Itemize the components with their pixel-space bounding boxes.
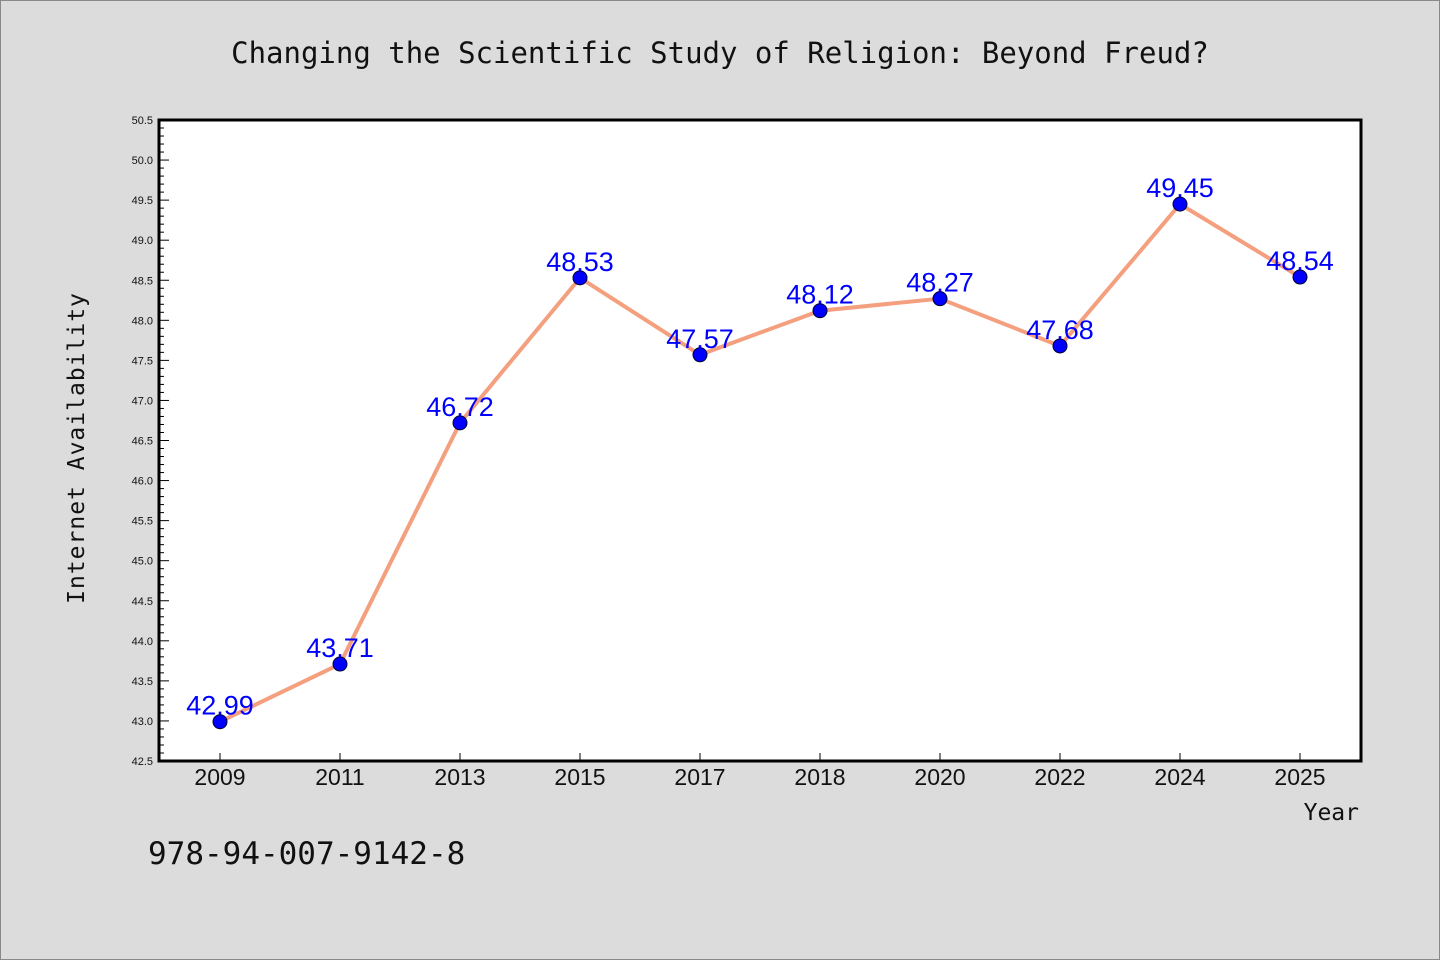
data-label: 48.53 — [546, 247, 614, 277]
y-tick-label: 50.0 — [132, 155, 153, 167]
y-tick-label: 48.5 — [132, 275, 153, 287]
y-tick-label: 47.5 — [132, 355, 153, 367]
y-tick-label: 49.5 — [132, 195, 153, 207]
x-tick-label: 2025 — [1274, 764, 1325, 790]
data-label: 46.72 — [426, 392, 494, 422]
y-tick-label: 46.0 — [132, 476, 153, 488]
data-point — [572, 270, 588, 286]
x-tick-label: 2024 — [1154, 764, 1205, 790]
y-tick-label: 43.5 — [132, 676, 153, 688]
x-axis-label: Year — [1304, 800, 1359, 826]
series-line — [219, 202, 1302, 724]
y-tick-label: 48.0 — [132, 315, 153, 327]
data-label: 48.27 — [906, 268, 974, 298]
data-point — [1172, 196, 1188, 212]
data-point — [212, 714, 228, 730]
data-point — [812, 303, 828, 319]
data-point — [332, 656, 348, 672]
x-tick-label: 2022 — [1034, 764, 1085, 790]
data-label: 49.45 — [1146, 173, 1214, 203]
y-tick-label: 44.5 — [132, 596, 153, 608]
y-tick-label: 49.0 — [132, 235, 153, 247]
y-tick-label: 42.5 — [132, 756, 153, 768]
isbn-annotation: 978-94-007-9142-8 — [148, 836, 465, 872]
x-tick-label: 2018 — [794, 764, 845, 790]
data-label: 48.54 — [1266, 246, 1334, 276]
data-label: 43.71 — [306, 633, 374, 663]
data-point — [1052, 338, 1068, 354]
y-axis-label: Internet Availability — [64, 292, 90, 604]
data-point — [1292, 269, 1308, 285]
series-polyline — [219, 202, 1302, 724]
y-tick-label: 44.0 — [132, 636, 153, 648]
y-axis: 42.5 43.0 43.5 44.0 44.5 45.0 45.5 46.0 46.5 47.0… — [132, 115, 169, 768]
data-label: 48.12 — [786, 280, 854, 310]
data-markers — [212, 196, 1308, 730]
data-point — [932, 291, 948, 307]
x-tick-label: 2011 — [315, 764, 364, 790]
data-point — [452, 415, 468, 431]
data-label: 47.57 — [666, 324, 734, 354]
y-tick-label: 50.5 — [132, 115, 153, 127]
x-tick-label: 2013 — [434, 764, 485, 790]
data-label: 42.99 — [186, 691, 254, 721]
data-label: 47.68 — [1026, 315, 1094, 345]
x-tick-label: 2015 — [554, 764, 605, 790]
y-tick-label: 45.5 — [132, 516, 153, 528]
y-tick-label: 45.0 — [132, 556, 153, 568]
x-tick-label: 2009 — [194, 764, 245, 790]
x-tick-label: 2020 — [914, 764, 965, 790]
x-tick-label: 2017 — [674, 764, 725, 790]
y-tick-label: 43.0 — [132, 716, 153, 728]
x-axis: 2009 2011 2013 2015 2017 2018 2020 2022 2024 2025 — [194, 753, 1326, 790]
y-tick-label: 46.5 — [132, 436, 153, 448]
chart-title: Changing the Scientific Study of Religio… — [231, 36, 1209, 70]
y-tick-label: 47.0 — [132, 395, 153, 407]
data-point — [692, 347, 708, 363]
data-labels: 42.99 43.71 46.72 48.53 47.57 48.12 48.27 47.68… — [186, 173, 1334, 721]
